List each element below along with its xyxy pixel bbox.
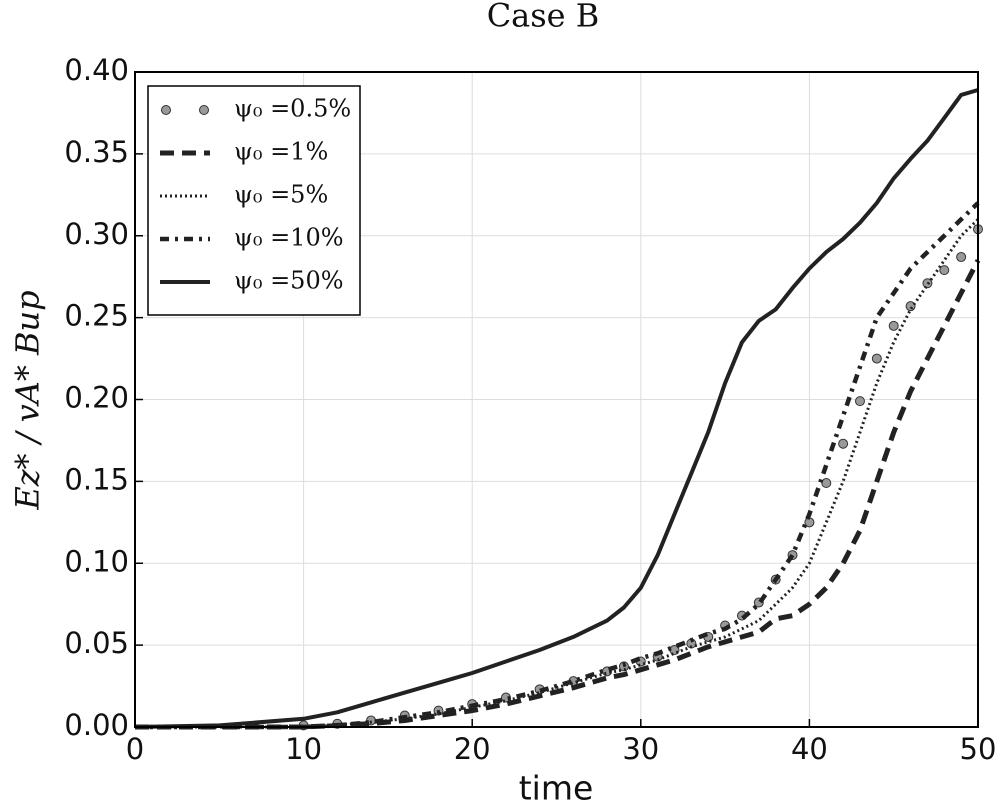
- y-tick-label: 0.00: [64, 708, 129, 742]
- x-tick-label: 10: [285, 732, 322, 766]
- y-tick-label: 0.40: [64, 53, 129, 87]
- x-axis-label: time: [519, 769, 594, 807]
- y-tick-label: 0.25: [64, 299, 129, 333]
- legend-swatch: [161, 105, 171, 115]
- legend-label: ψ₀ =0.5%: [234, 95, 351, 123]
- data-point: [956, 252, 967, 263]
- y-tick-label: 0.30: [64, 217, 129, 251]
- legend-box: [147, 85, 361, 316]
- legend-label: ψ₀ =50%: [234, 267, 344, 295]
- data-point: [854, 396, 865, 407]
- y-tick-label: 0.20: [64, 381, 129, 415]
- data-point: [838, 438, 849, 449]
- data-point: [939, 265, 950, 276]
- series-line: [134, 88, 979, 729]
- legend-label: ψ₀ =1%: [234, 138, 328, 166]
- y-tick-label: 0.35: [64, 135, 129, 169]
- x-tick-label: 20: [454, 732, 491, 766]
- chart-title: Case B: [487, 0, 600, 35]
- x-tick-label: 30: [622, 732, 659, 766]
- x-tick-label: 50: [960, 732, 997, 766]
- plot-frame: [134, 71, 979, 728]
- series-line: [135, 201, 980, 730]
- y-tick-label: 0.05: [64, 626, 129, 660]
- x-tick-label: 0: [126, 732, 144, 766]
- legend-label: ψ₀ =5%: [234, 181, 328, 209]
- series-line: [135, 218, 980, 729]
- data-point: [888, 320, 899, 331]
- y-axis-label: Ez* / vA* Bup: [9, 290, 47, 510]
- series-line: [135, 259, 981, 730]
- data-point: [871, 353, 882, 364]
- legend-swatch: [199, 105, 209, 115]
- y-tick-label: 0.15: [64, 462, 129, 496]
- legend-label: ψ₀ =10%: [234, 224, 344, 252]
- x-tick-label: 40: [791, 732, 828, 766]
- y-tick-label: 0.10: [64, 544, 129, 578]
- data-point: [821, 478, 832, 489]
